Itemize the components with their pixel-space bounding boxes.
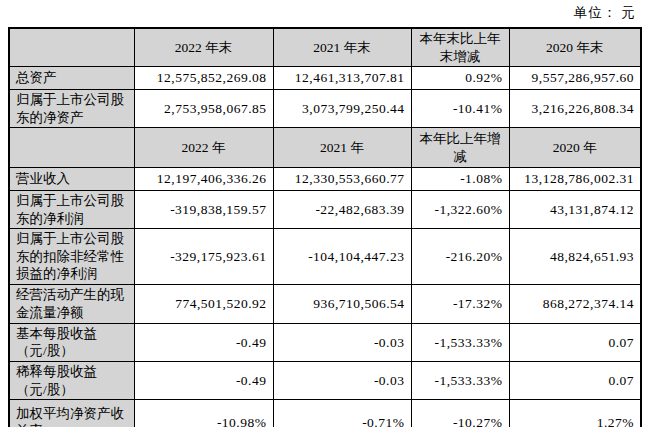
- cell-value: -10.98%: [134, 400, 273, 427]
- cell-value: -17.32%: [411, 284, 509, 323]
- header-cell-blank: [9, 28, 134, 67]
- table-row-net-assets: 归属于上市公司股东的净资产 2,753,958,067.85 3,073,799…: [9, 90, 641, 128]
- cell-value: -0.49: [134, 362, 273, 400]
- cell-value: 3,073,799,250.44: [273, 90, 411, 128]
- cell-value: -0.03: [273, 362, 411, 400]
- table-row-weighted-avg-roe: 加权平均净资产收益率 -10.98% -0.71% -10.27% 1.27%: [9, 400, 641, 427]
- row-label: 基本每股收益（元/股）: [9, 323, 134, 361]
- table-row-operating-revenue: 营业收入 12,197,406,336.26 12,330,553,660.77…: [9, 168, 641, 191]
- row-label: 总资产: [9, 67, 134, 90]
- cell-value: -0.49: [134, 323, 273, 361]
- header-row-annual: 2022 年 2021 年 本年比上年增减 2020 年: [9, 128, 641, 168]
- header-cell-2022-year-end: 2022 年末: [134, 28, 273, 67]
- table-row-net-profit: 归属于上市公司股东的净利润 -319,838,159.57 -22,482,68…: [9, 191, 641, 229]
- cell-value: 13,128,786,002.31: [509, 168, 641, 191]
- header-cell-yoy-change: 本年比上年增减: [411, 128, 509, 168]
- cell-value: -329,175,923.61: [134, 229, 273, 285]
- table-row-basic-eps: 基本每股收益（元/股） -0.49 -0.03 -1,533.33% 0.07: [9, 323, 641, 361]
- cell-value: -22,482,683.39: [273, 191, 411, 229]
- header-cell-2021-year-end: 2021 年末: [273, 28, 411, 67]
- cell-value: -10.41%: [411, 90, 509, 128]
- cell-value: 774,501,520.92: [134, 284, 273, 323]
- cell-value: -0.03: [273, 323, 411, 361]
- table-row-net-profit-excl-nonrecurring: 归属于上市公司股东的扣除非经常性损益的净利润 -329,175,923.61 -…: [9, 229, 641, 285]
- row-label: 加权平均净资产收益率: [9, 400, 134, 427]
- header-row-year-end: 2022 年末 2021 年末 本年末比上年末增减 2020 年末: [9, 28, 641, 67]
- cell-value: -104,104,447.23: [273, 229, 411, 285]
- header-cell-2022: 2022 年: [134, 128, 273, 168]
- header-cell-2020: 2020 年: [509, 128, 641, 168]
- cell-value: -1.08%: [411, 168, 509, 191]
- cell-value: -1,322.60%: [411, 191, 509, 229]
- row-label: 归属于上市公司股东的净利润: [9, 191, 134, 229]
- cell-value: 0.92%: [411, 67, 509, 90]
- unit-label: 单位： 元: [574, 4, 636, 22]
- cell-value: 9,557,286,957.60: [509, 67, 641, 90]
- cell-value: 12,330,553,660.77: [273, 168, 411, 191]
- header-cell-2021: 2021 年: [273, 128, 411, 168]
- cell-value: 12,575,852,269.08: [134, 67, 273, 90]
- row-label: 经营活动产生的现金流量净额: [9, 284, 134, 323]
- cell-value: -10.27%: [411, 400, 509, 427]
- row-label: 归属于上市公司股东的净资产: [9, 90, 134, 128]
- table-row-total-assets: 总资产 12,575,852,269.08 12,461,313,707.81 …: [9, 67, 641, 90]
- table-row-operating-cash-flow: 经营活动产生的现金流量净额 774,501,520.92 936,710,506…: [9, 284, 641, 323]
- header-cell-blank: [9, 128, 134, 168]
- cell-value: 936,710,506.54: [273, 284, 411, 323]
- cell-value: 3,216,226,808.34: [509, 90, 641, 128]
- row-label: 稀释每股收益（元/股）: [9, 362, 134, 400]
- cell-value: 0.07: [509, 362, 641, 400]
- cell-value: 43,131,874.12: [509, 191, 641, 229]
- cell-value: -0.71%: [273, 400, 411, 427]
- cell-value: 12,197,406,336.26: [134, 168, 273, 191]
- financial-indicators-table: 2022 年末 2021 年末 本年末比上年末增减 2020 年末 总资产 12…: [8, 27, 642, 427]
- cell-value: 2,753,958,067.85: [134, 90, 273, 128]
- cell-value: 12,461,313,707.81: [273, 67, 411, 90]
- cell-value: -1,533.33%: [411, 323, 509, 361]
- table-row-diluted-eps: 稀释每股收益（元/股） -0.49 -0.03 -1,533.33% 0.07: [9, 362, 641, 400]
- header-cell-2020-year-end: 2020 年末: [509, 28, 641, 67]
- cell-value: 48,824,651.93: [509, 229, 641, 285]
- cell-value: -319,838,159.57: [134, 191, 273, 229]
- cell-value: 1.27%: [509, 400, 641, 427]
- cell-value: 0.07: [509, 323, 641, 361]
- header-cell-yoy-change-year-end: 本年末比上年末增减: [411, 28, 509, 67]
- row-label: 归属于上市公司股东的扣除非经常性损益的净利润: [9, 229, 134, 285]
- cell-value: -1,533.33%: [411, 362, 509, 400]
- row-label: 营业收入: [9, 168, 134, 191]
- cell-value: -216.20%: [411, 229, 509, 285]
- cell-value: 868,272,374.14: [509, 284, 641, 323]
